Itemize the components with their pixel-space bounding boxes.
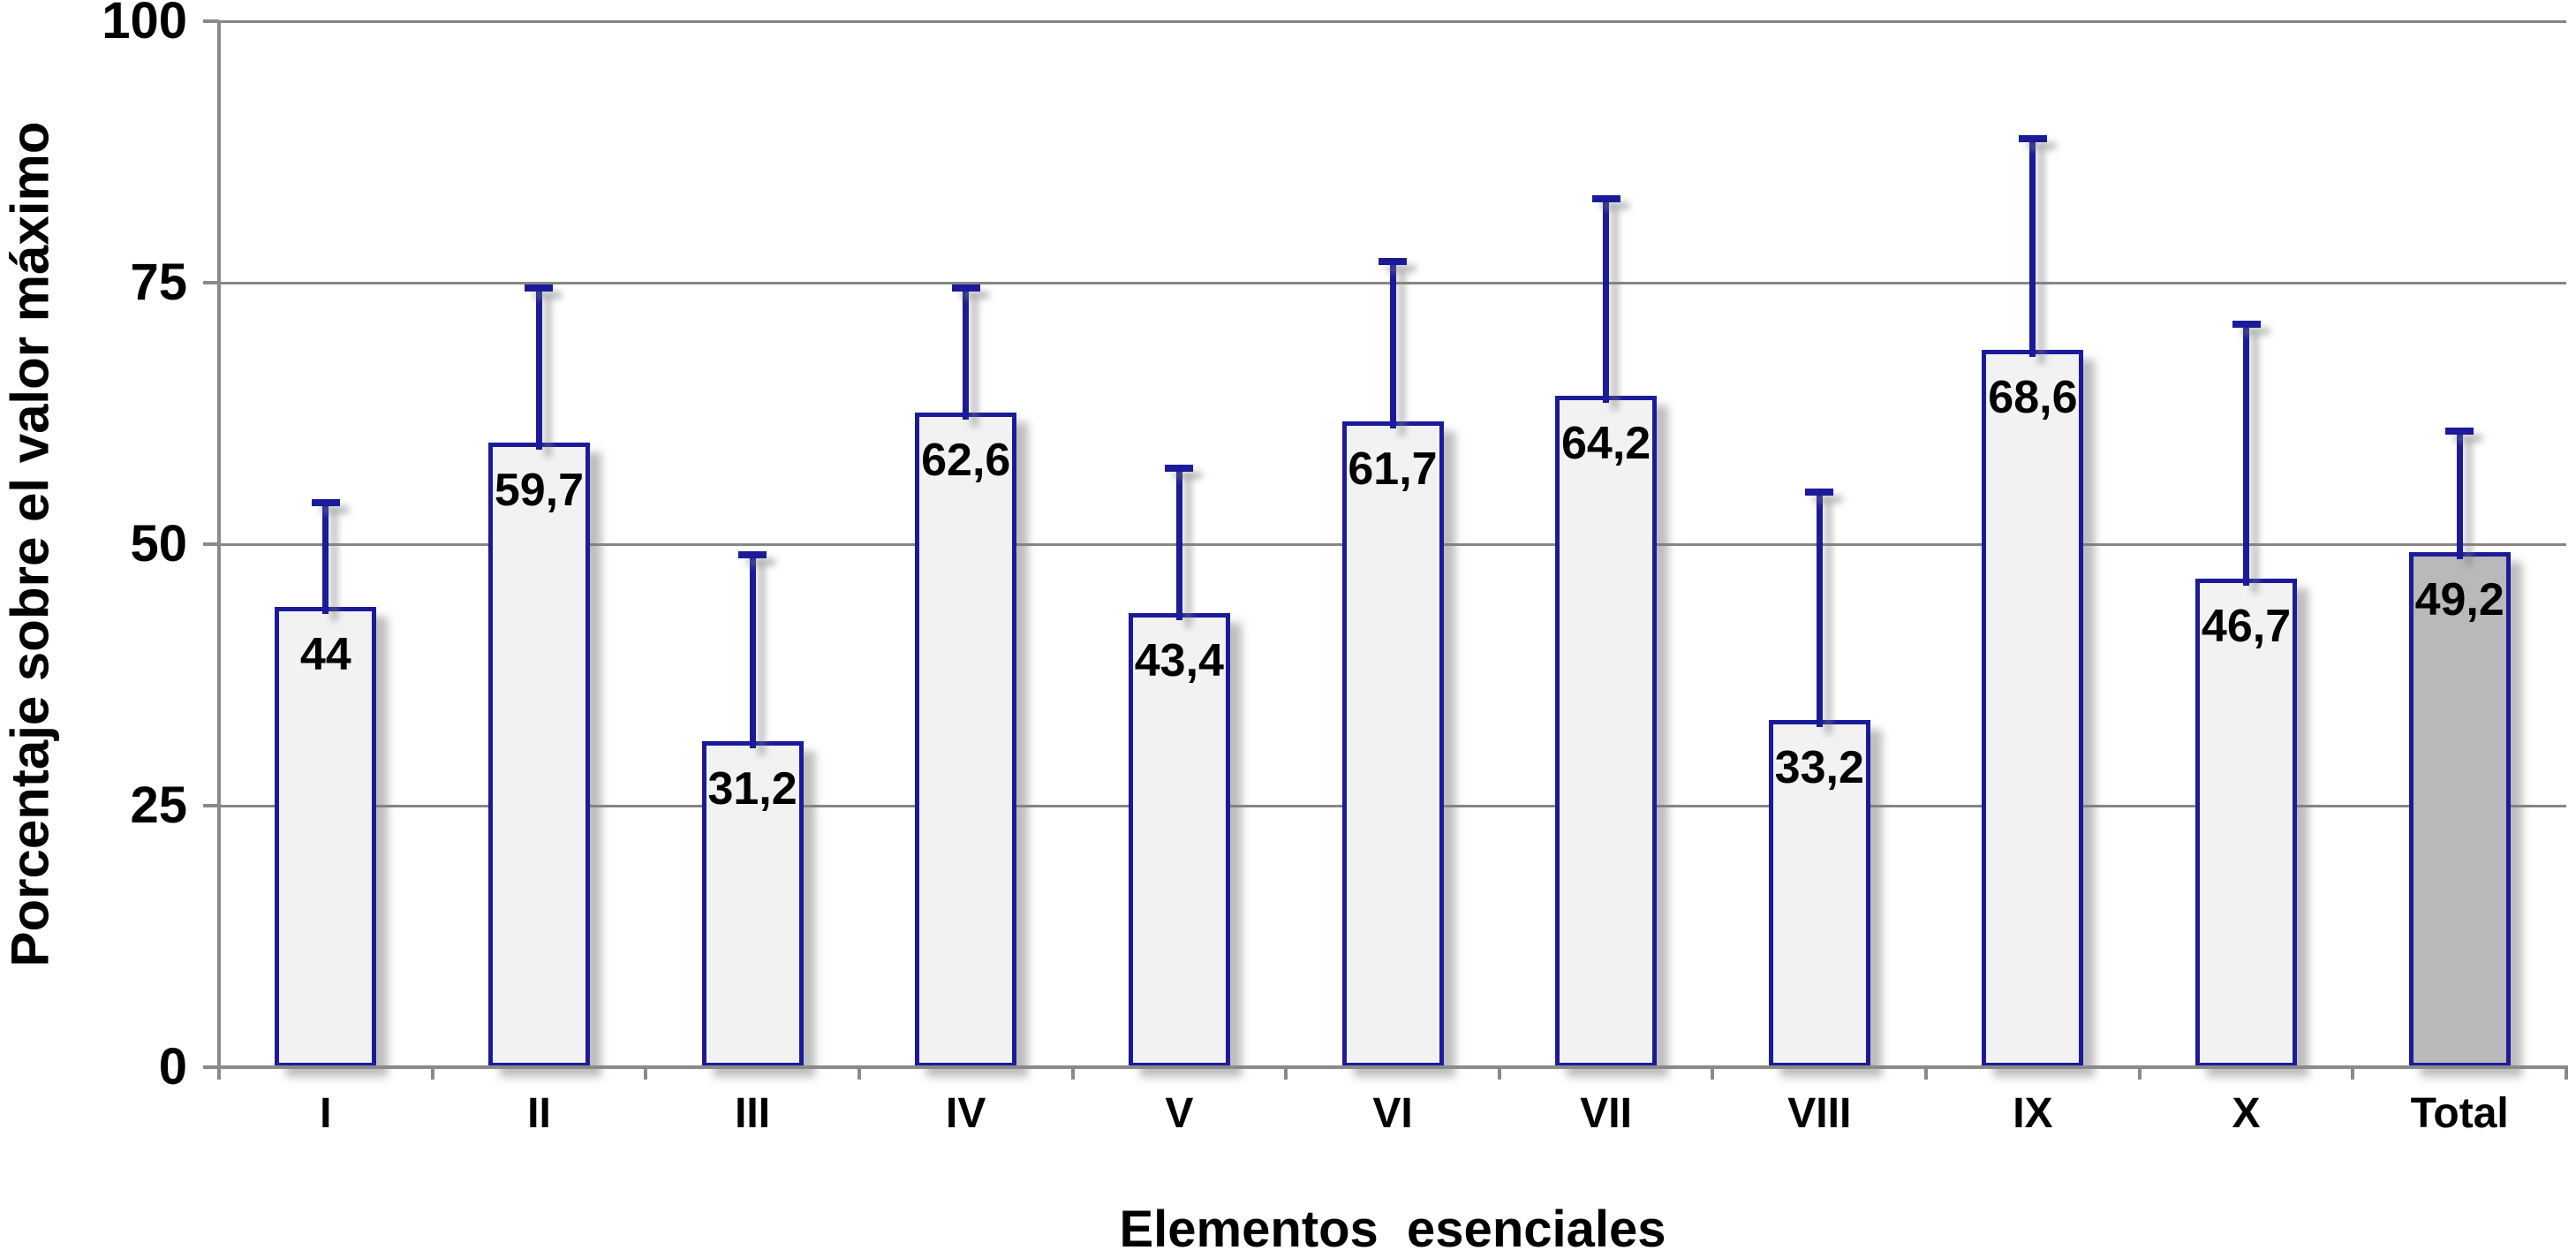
plot-area: 44 59,7 31,2 62,6 43,4 61,7 64,2 33,2 68,6 46,7 49… bbox=[219, 19, 2566, 1067]
bar bbox=[487, 443, 590, 1067]
bar-value-label: 31,2 bbox=[707, 762, 797, 815]
bar-value-label: 43,4 bbox=[1134, 635, 1224, 687]
x-axis-line bbox=[203, 1065, 2568, 1069]
x-tick bbox=[430, 1069, 434, 1080]
x-category-label: Total bbox=[2410, 1090, 2509, 1137]
bar bbox=[1128, 613, 1230, 1067]
error-bar-cap bbox=[738, 550, 767, 558]
bar-value-label: 64,2 bbox=[1561, 417, 1651, 469]
y-tick bbox=[203, 804, 219, 807]
error-bar-line bbox=[1175, 467, 1182, 621]
x-tick bbox=[2565, 1069, 2568, 1080]
error-bar-line bbox=[2029, 138, 2036, 357]
error-bar-line bbox=[535, 287, 542, 451]
y-tick-label: 25 bbox=[130, 777, 187, 834]
x-category-label: IV bbox=[946, 1090, 986, 1137]
error-bar-cap bbox=[951, 284, 980, 292]
error-bar-cap bbox=[525, 284, 554, 292]
bar bbox=[275, 607, 377, 1067]
x-category-label: X bbox=[2232, 1090, 2261, 1137]
y-tick-label: 75 bbox=[130, 254, 187, 311]
y-tick bbox=[203, 542, 219, 546]
x-category-label: VIII bbox=[1787, 1090, 1852, 1137]
error-bar-line bbox=[2456, 431, 2463, 560]
x-tick bbox=[2351, 1069, 2355, 1080]
error-bar-line bbox=[749, 554, 756, 748]
bar-value-label: 61,7 bbox=[1348, 443, 1438, 496]
y-tick-label: 0 bbox=[158, 1038, 187, 1095]
bar-value-label: 33,2 bbox=[1774, 741, 1864, 793]
x-tick bbox=[1711, 1069, 1715, 1080]
bar bbox=[1341, 421, 1444, 1067]
bar bbox=[915, 412, 1017, 1067]
error-bar-cap bbox=[2232, 321, 2261, 329]
bar bbox=[1768, 719, 1870, 1067]
x-category-label: IX bbox=[2013, 1090, 2053, 1137]
error-bar-line bbox=[1389, 261, 1396, 429]
error-bar-line bbox=[322, 502, 329, 615]
y-tick bbox=[203, 19, 219, 23]
error-bar-cap bbox=[311, 498, 340, 506]
y-tick bbox=[203, 281, 219, 284]
error-bar-line bbox=[963, 287, 970, 420]
bar bbox=[2408, 552, 2511, 1067]
bar-value-label: 68,6 bbox=[1988, 371, 2078, 423]
x-tick bbox=[1070, 1069, 1075, 1080]
x-category-label: III bbox=[735, 1090, 771, 1137]
gridline bbox=[219, 19, 2566, 23]
x-category-label: II bbox=[527, 1090, 551, 1137]
bar-value-label: 62,6 bbox=[921, 434, 1011, 486]
bar bbox=[1555, 395, 1658, 1067]
bar-value-label: 59,7 bbox=[494, 465, 585, 517]
x-tick bbox=[644, 1069, 648, 1080]
x-category-label: I bbox=[320, 1090, 332, 1137]
error-bar-cap bbox=[1379, 258, 1407, 266]
x-tick bbox=[857, 1069, 861, 1080]
x-tick bbox=[2137, 1069, 2142, 1080]
y-axis-line bbox=[217, 21, 221, 1078]
bar bbox=[1982, 349, 2084, 1067]
error-bar-cap bbox=[2018, 134, 2047, 142]
x-tick bbox=[1284, 1069, 1288, 1080]
y-tick-label: 100 bbox=[102, 0, 187, 49]
error-bar-cap bbox=[1805, 488, 1834, 496]
x-tick bbox=[1924, 1069, 1929, 1080]
y-tick-label: 50 bbox=[130, 515, 187, 572]
x-category-label: VI bbox=[1372, 1090, 1413, 1137]
error-bar-cap bbox=[1165, 464, 1194, 472]
error-bar-cap bbox=[2445, 428, 2474, 436]
bar-value-label: 46,7 bbox=[2201, 601, 2292, 653]
y-tick bbox=[203, 1065, 219, 1069]
x-tick bbox=[217, 1069, 221, 1080]
error-bar-cap bbox=[1591, 195, 1620, 203]
error-bar-line bbox=[2243, 324, 2250, 587]
x-axis-title: Elementos esenciales bbox=[1119, 1201, 1666, 1258]
bar-value-label: 44 bbox=[299, 629, 351, 681]
x-category-label: V bbox=[1165, 1090, 1194, 1137]
x-tick bbox=[1497, 1069, 1501, 1080]
error-bar-line bbox=[1816, 491, 1823, 727]
bar-value-label: 49,2 bbox=[2414, 574, 2504, 626]
bar bbox=[2195, 579, 2298, 1067]
error-bar-line bbox=[1603, 199, 1610, 403]
bar bbox=[701, 740, 804, 1067]
x-category-label: VII bbox=[1580, 1090, 1632, 1137]
